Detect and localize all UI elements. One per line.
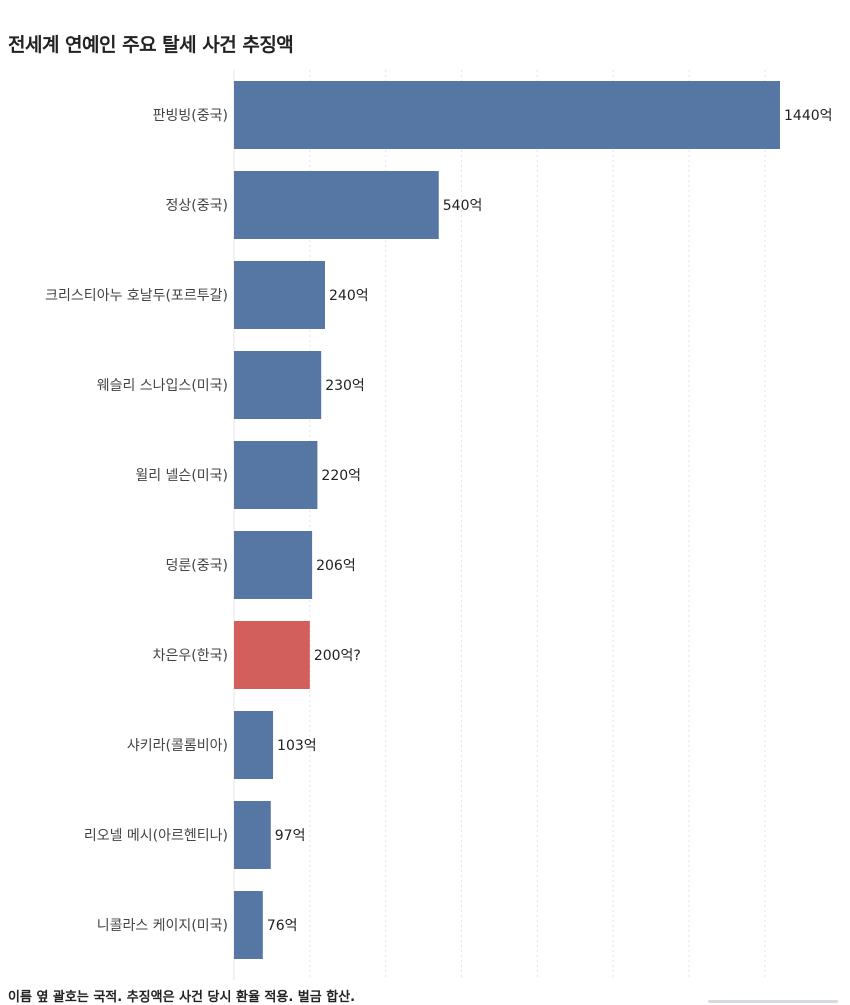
- footnote: 이름 옆 괄호는 국적. 추징액은 사건 당시 환율 적용. 벌금 합산.: [8, 990, 356, 1005]
- gridlines: [233, 70, 766, 980]
- category-label: 정상(중국): [166, 198, 228, 214]
- bar[interactable]: [234, 441, 318, 509]
- value-label: 230억: [325, 378, 365, 394]
- category-label: 차은우(한국): [153, 648, 228, 664]
- value-label: 76억: [267, 918, 298, 934]
- value-label: 200억?: [314, 648, 361, 664]
- category-label: 판빙빙(중국): [153, 108, 228, 124]
- value-label: 220억: [321, 468, 361, 484]
- chart-title: 전세계 연예인 주요 탈세 사건 추징액: [8, 34, 294, 56]
- category-label: 웨슬리 스나입스(미국): [97, 378, 228, 394]
- bar[interactable]: [234, 351, 322, 419]
- bar[interactable]: [234, 531, 313, 599]
- scrollbar[interactable]: [708, 1000, 838, 1003]
- bar[interactable]: [234, 801, 271, 869]
- bars: [234, 81, 780, 959]
- value-label: 103억: [277, 738, 317, 754]
- category-label: 니콜라스 케이지(미국): [97, 918, 228, 934]
- value-label: 97억: [275, 828, 306, 844]
- value-label: 540억: [443, 198, 483, 214]
- category-label: 윌리 넬슨(미국): [135, 468, 228, 484]
- bar[interactable]: [234, 891, 263, 959]
- bar[interactable]: [234, 621, 310, 689]
- category-label: 리오넬 메시(아르헨티나): [84, 828, 228, 844]
- value-label: 240억: [329, 288, 369, 304]
- category-label: 샤키라(콜롬비아): [127, 738, 228, 754]
- bar[interactable]: [234, 171, 439, 239]
- value-label: 206억: [316, 558, 356, 574]
- bar[interactable]: [234, 711, 274, 779]
- category-label: 크리스티아누 호날두(포르투갈): [45, 288, 228, 304]
- bar[interactable]: [234, 261, 325, 329]
- bar[interactable]: [234, 81, 780, 149]
- category-label: 덩룬(중국): [166, 558, 228, 574]
- value-label: 1440억: [784, 108, 833, 124]
